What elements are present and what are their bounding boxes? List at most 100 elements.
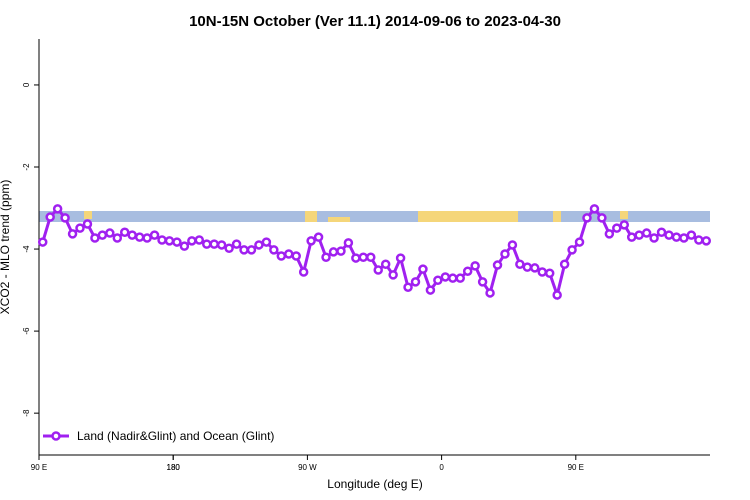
data-point [701,236,712,246]
data-point [298,267,309,277]
land-patch [305,211,317,222]
data-point [373,265,383,275]
land-patch [84,211,92,219]
data-point [75,223,85,233]
data-point [336,246,346,256]
data-point [82,219,93,229]
data-point [37,237,48,247]
data-point [231,239,242,249]
land-patch [620,211,628,219]
data-point [216,240,227,250]
data-point [619,220,630,230]
data-point [239,245,249,255]
data-point [485,288,495,298]
x-tick-label: 180 [167,463,181,472]
data-point [500,249,510,259]
data-point [224,243,234,253]
data-point [254,240,264,250]
land-patch [328,217,350,222]
data-point [530,263,540,273]
data-point [97,230,108,240]
map-strip [39,211,710,222]
data-point [90,233,100,243]
y-tick-label: -2 [22,163,31,171]
data-point [507,240,518,250]
data-point [343,238,354,248]
data-point [537,267,547,277]
data-point [321,252,331,263]
land-patch [418,211,518,222]
data-point [366,252,376,263]
data-point [179,241,190,251]
data-point [202,239,212,249]
data-point [559,259,570,269]
data-point [105,228,115,238]
data-point [656,227,667,237]
data-point [395,253,406,263]
data-point [194,235,205,245]
data-point [187,236,197,246]
legend-marker [51,431,61,441]
data-point [209,239,219,249]
data-point [127,230,137,240]
x-tick-label: 90 W [298,463,317,472]
data-point [679,233,689,243]
data-point [284,249,294,259]
data-point [477,277,488,287]
y-tick-label: -8 [22,409,31,417]
x-tick-label: 180 [167,463,181,472]
data-point [671,232,682,242]
y-tick-label: -6 [22,327,31,335]
data-point [641,228,652,238]
data-point [142,233,152,243]
data-point [462,266,473,276]
data-point [440,272,451,282]
x-tick-label: 90 E [31,463,47,472]
y-tick-label: -4 [22,245,31,253]
data-point [149,230,160,240]
data-point [664,230,674,240]
data-point [269,245,279,255]
data-point [515,259,525,269]
data-point [157,235,167,245]
x-tick-label: 90 E [568,463,584,472]
data-point [172,237,182,247]
ocean-strip [39,211,710,222]
data-point [522,262,533,272]
data-point [246,245,257,255]
data-point [425,285,436,295]
y-tick-label: 0 [22,82,31,87]
data-point [626,232,637,242]
data-point [470,261,480,271]
data-point [589,204,600,214]
data-point [403,282,413,292]
data-point [380,259,391,269]
x-tick-label: 0 [439,463,444,472]
data-point [52,204,63,214]
data-point [291,251,301,261]
data-point [67,229,78,239]
data-point [388,270,398,280]
data-point [433,275,443,285]
data-point [552,290,562,300]
data-point [597,213,607,223]
data-point [164,236,175,246]
data-point [582,213,592,223]
data-point [119,227,130,237]
data-point [276,251,287,261]
legend-label: Land (Nadir&Glint) and Ocean (Glint) [77,429,274,443]
data-point [634,230,644,240]
data-point [306,236,316,246]
data-point [544,268,555,279]
data-point [455,273,465,283]
data-point [492,260,503,270]
data-point [418,264,428,274]
data-point [261,237,272,247]
data-point [604,229,615,239]
data-point [694,235,704,245]
data-point [649,233,659,243]
land-patch [553,211,561,222]
data-point [112,233,123,243]
data-point [60,213,70,223]
